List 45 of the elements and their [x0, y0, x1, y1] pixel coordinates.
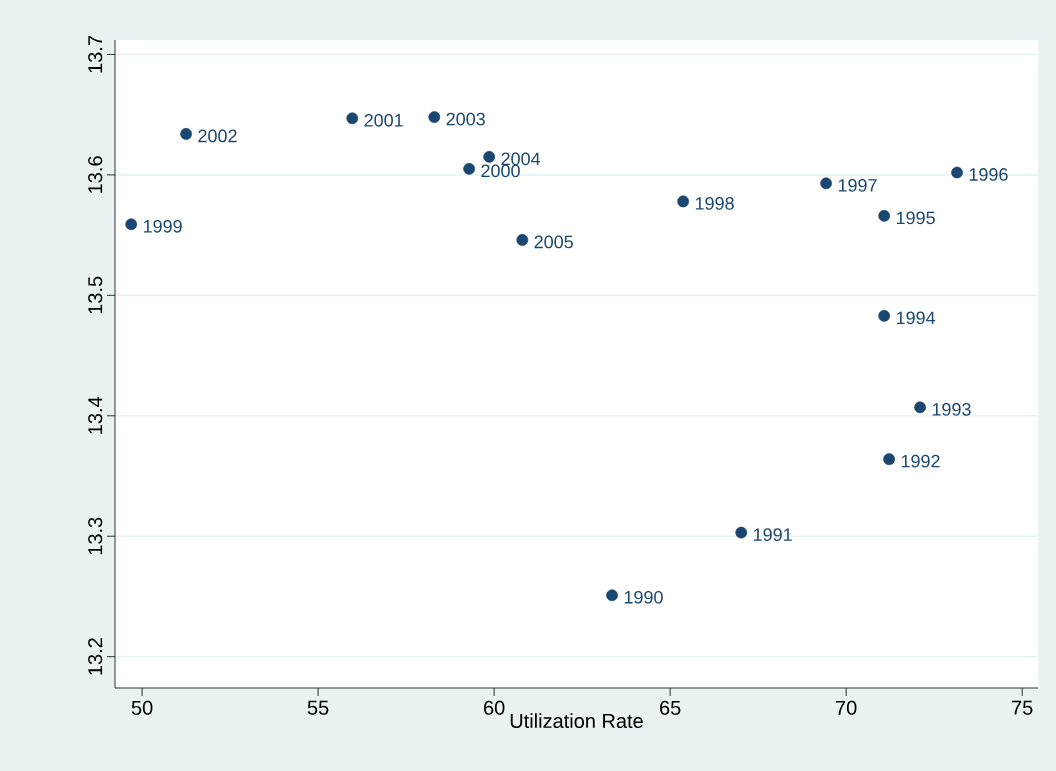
annotation: 1996	[969, 168, 1008, 181]
x-tick-label: 55	[307, 700, 329, 715]
point	[516, 234, 529, 246]
x-tick-label: 70	[836, 700, 857, 715]
point	[878, 309, 891, 322]
x-tick-label: 65	[660, 700, 681, 715]
point	[483, 150, 496, 163]
y-tick-label: 13.6	[88, 156, 103, 193]
annotation: 1997	[838, 178, 877, 192]
point	[820, 177, 832, 190]
annotation: 1990	[624, 590, 663, 604]
point	[346, 112, 359, 125]
annotation: 2005	[534, 235, 573, 249]
annotation: 1993	[932, 402, 971, 416]
x-tick-label: 75	[1012, 700, 1033, 715]
x-tick-label: 60	[484, 700, 505, 715]
point	[428, 111, 441, 123]
x-tick-label: 50	[131, 700, 153, 715]
point	[180, 128, 192, 140]
x-axis-title: Utilization Rate	[510, 713, 643, 729]
point	[914, 401, 926, 414]
annotation: 1999	[143, 219, 182, 233]
annotation: 2003	[446, 112, 485, 126]
annotation: 1994	[896, 311, 936, 325]
point	[677, 195, 690, 208]
point	[735, 526, 748, 539]
point	[606, 589, 618, 602]
annotation: 1991	[754, 528, 792, 541]
annotation: 2004	[501, 152, 541, 166]
y-tick-label: 13.4	[88, 396, 103, 434]
point	[463, 163, 476, 175]
annotation: 2001	[364, 113, 403, 127]
point	[878, 209, 891, 222]
y-tick-label: 13.5	[88, 276, 103, 314]
annotation: 2002	[198, 129, 237, 143]
y-tick-label: 13.3	[88, 517, 103, 555]
annotation: 2000	[481, 164, 520, 178]
y-tick-label: 13.7	[88, 35, 103, 73]
y-tick-label: 13.2	[88, 638, 103, 675]
annotation: 1998	[695, 197, 734, 210]
annotation: 1995	[896, 211, 935, 225]
point	[125, 218, 138, 231]
annotation: 1992	[901, 454, 940, 468]
point	[951, 166, 963, 179]
point	[883, 453, 895, 466]
